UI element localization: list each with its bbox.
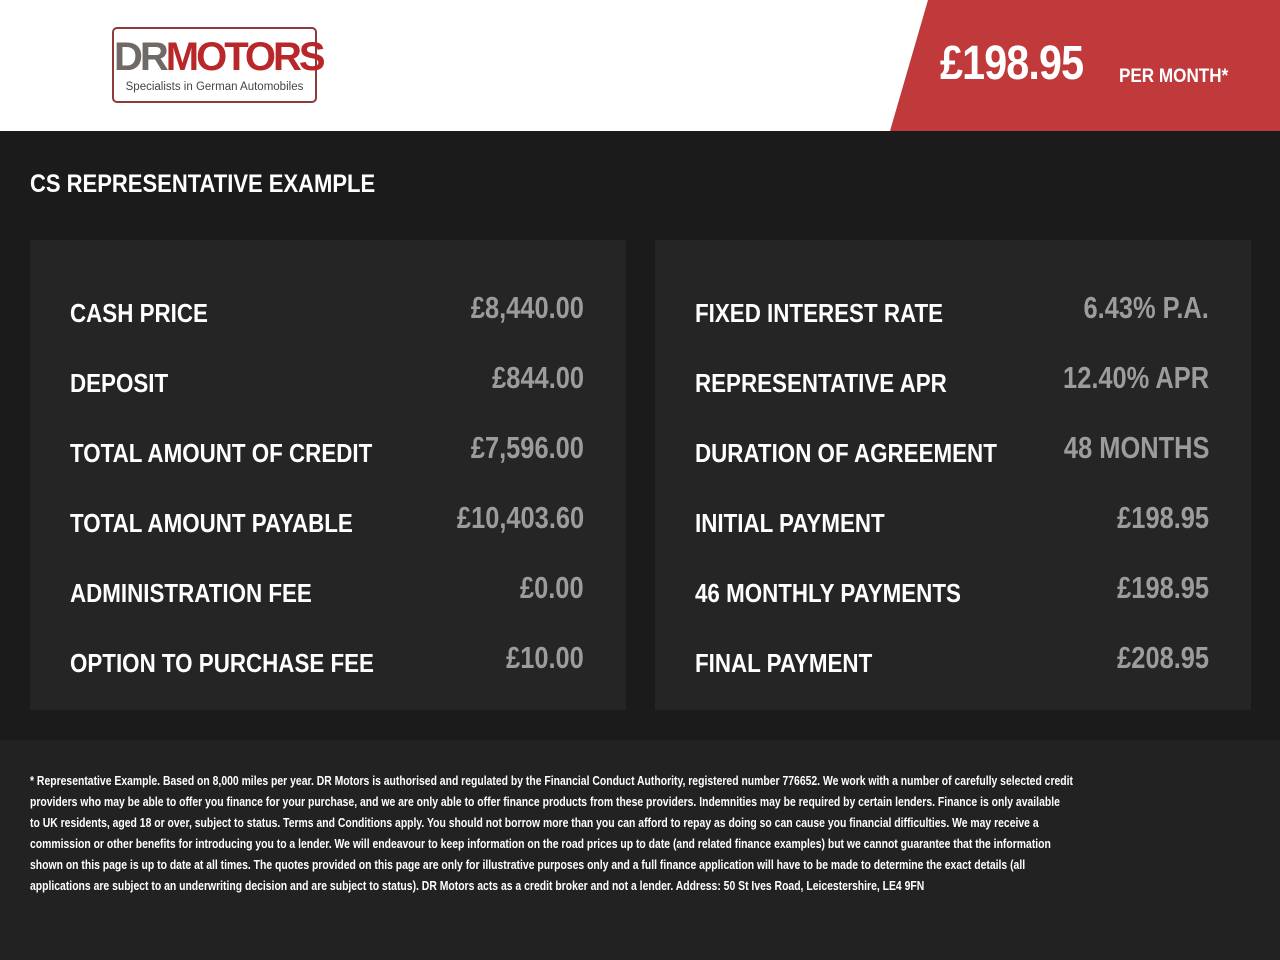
disclaimer-text: * Representative Example. Based on 8,000… (30, 770, 1073, 896)
finance-panel-right: FIXED INTEREST RATE 6.43% P.A. REPRESENTAT… (655, 240, 1251, 710)
row-value: £198.95 (1117, 570, 1209, 605)
row-label: INITIAL PAYMENT (695, 508, 885, 538)
disclaimer-line: providers who may be able to offer you f… (30, 794, 1060, 809)
row-value: 12.40% APR (1062, 360, 1209, 395)
logo-motors: MOTORS (165, 35, 326, 79)
finance-row: ADMINISTRATION FEE £0.00 (70, 570, 584, 610)
finance-row: CASH PRICE £8,440.00 (70, 290, 584, 330)
disclaimer-line: applications are subject to an underwrit… (30, 878, 925, 893)
row-label: REPRESENTATIVE APR (695, 368, 947, 398)
row-label: FINAL PAYMENT (695, 648, 873, 678)
row-value: 6.43% P.A. (1083, 290, 1209, 325)
row-label: TOTAL AMOUNT PAYABLE (70, 508, 353, 538)
row-label: 46 MONTHLY PAYMENTS (695, 578, 961, 608)
section-title: CS REPRESENTATIVE EXAMPLE (30, 170, 376, 198)
header: DRMOTORS Specialists in German Automobil… (0, 0, 1280, 131)
row-value: £8,440.00 (470, 290, 584, 325)
disclaimer-line: to UK residents, aged 18 or over, subjec… (30, 815, 1039, 830)
disclaimer-line: * Representative Example. Based on 8,000… (30, 773, 1074, 788)
logo-dr: DR (114, 35, 169, 79)
row-label: TOTAL AMOUNT OF CREDIT (70, 438, 373, 468)
row-value: £208.95 (1117, 640, 1209, 675)
finance-row: DEPOSIT £844.00 (70, 360, 584, 400)
row-label: OPTION TO PURCHASE FEE (70, 648, 374, 678)
monthly-price: £198.95 (940, 37, 1084, 90)
finance-row: OPTION TO PURCHASE FEE £10.00 (70, 640, 584, 680)
per-month-label: PER MONTH* (1119, 66, 1229, 87)
finance-row: DURATION OF AGREEMENT 48 MONTHS (695, 430, 1209, 470)
row-label: DEPOSIT (70, 368, 169, 398)
row-label: ADMINISTRATION FEE (70, 578, 312, 608)
row-label: DURATION OF AGREEMENT (695, 438, 997, 468)
disclaimer-line: shown on this page is up to date at all … (30, 857, 1026, 872)
row-value: £198.95 (1117, 500, 1209, 535)
logo-tagline: Specialists in German Automobiles (125, 81, 304, 93)
dr-motors-logo[interactable]: DRMOTORS Specialists in German Automobil… (112, 27, 326, 103)
row-value: £0.00 (520, 570, 584, 605)
row-value: £10.00 (506, 640, 584, 675)
row-label: FIXED INTEREST RATE (695, 298, 944, 328)
finance-row: INITIAL PAYMENT £198.95 (695, 500, 1209, 540)
row-value: £844.00 (492, 360, 584, 395)
finance-row: 46 MONTHLY PAYMENTS £198.95 (695, 570, 1209, 610)
row-label: CASH PRICE (70, 298, 208, 328)
monthly-price-banner: £198.95 PER MONTH* (890, 0, 1280, 131)
row-value: £10,403.60 (456, 500, 584, 535)
finance-row: TOTAL AMOUNT PAYABLE £10,403.60 (70, 500, 584, 540)
finance-row: FIXED INTEREST RATE 6.43% P.A. (695, 290, 1209, 330)
finance-panel-left: CASH PRICE £8,440.00 DEPOSIT £844.00 TOTAL A… (30, 240, 626, 710)
row-value: 48 MONTHS (1063, 430, 1209, 465)
disclaimer-line: commission or other benefits for introdu… (30, 836, 1051, 851)
disclaimer-section: * Representative Example. Based on 8,000… (0, 740, 1280, 960)
row-value: £7,596.00 (470, 430, 584, 465)
finance-row: FINAL PAYMENT £208.95 (695, 640, 1209, 680)
logo-wordmark: DRMOTORS (114, 35, 326, 79)
finance-row: TOTAL AMOUNT OF CREDIT £7,596.00 (70, 430, 584, 470)
finance-row: REPRESENTATIVE APR 12.40% APR (695, 360, 1209, 400)
